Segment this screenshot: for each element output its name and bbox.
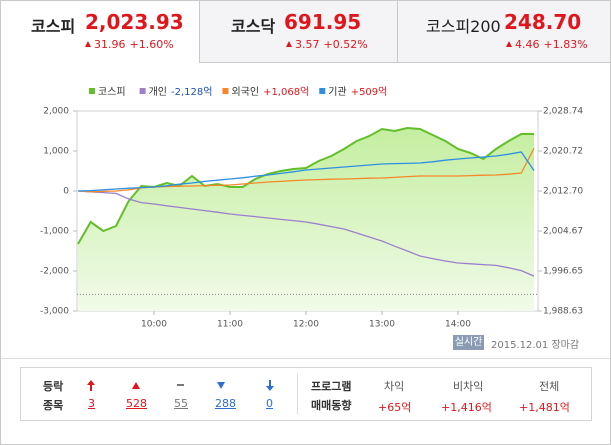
y-tick-label: 1,000 [43,147,69,157]
icon-upper [87,380,95,391]
legend-net: +1,068억 [263,86,309,98]
icon-flat [177,384,184,386]
y2-tick-label: 2,012.70 [543,186,583,196]
y-tick-label: -3,000 [40,307,69,317]
series-line [77,151,535,192]
y-tick-label: -2,000 [40,267,69,277]
updown-icons [87,380,274,391]
y-tick-label: 0 [63,187,69,197]
change: 4.46 [515,38,540,51]
y2-tick-label: 2,004.67 [543,227,583,237]
program-value: +65억 [378,401,412,414]
count-link[interactable]: 0 [266,397,273,410]
label: 매매동향 [311,399,352,412]
legend-swatch [319,88,326,94]
y2-tick-label: 1,988.63 [543,307,583,317]
summary-box: 등락 종목 3 528 55 288 0 프로그램 매매동향 차익 +65억 비… [20,367,592,421]
footer-date: 2015.12.01 장마감 [491,336,579,351]
legend-name: 코스피 [98,86,126,98]
tab-name: 코스피 [31,17,76,36]
date: 2015.12.01 [491,340,549,351]
program-value: +1,416억 [441,401,492,414]
program-name: 차익 [384,380,405,393]
area-fill [78,128,534,311]
chart: 2,000 1,000 0 -1,000 -2,000 -3,000 2,028.74 2,0… [40,86,583,330]
change: 31.96 [94,38,126,51]
divider [1,358,610,359]
program-name: 전체 [539,380,560,393]
tab[interactable]: 코스피200 248.70 4.46 +1.83% [398,1,610,63]
y2-tick-label: 1,996.65 [543,267,583,277]
rate: +1.83% [543,38,588,51]
tab-name: 코스닥 [231,17,276,36]
rate: +0.52% [323,38,368,51]
tab-price: 691.95 [284,10,362,34]
legend-swatch [139,88,146,94]
divider [297,374,298,414]
legend-name: 외국인 [231,86,259,98]
series-line [77,190,535,277]
program-value: +1,481억 [519,401,570,414]
legend-name: 기관 [328,86,346,98]
legend-name: 개인 [149,86,167,98]
program-name: 비차익 [453,380,484,393]
tab-price: 2,023.93 [85,10,184,34]
tab[interactable]: 코스닥 691.95 3.57 +0.52% [200,1,398,63]
x-tick-label: 13:00 [369,320,395,330]
tab-change: 31.96 +1.60% [85,38,178,51]
label: 프로그램 [311,380,352,393]
x-tick-label: 12:00 [293,320,319,330]
rate: +1.60% [129,38,174,51]
tab[interactable]: 코스피 2,023.93 31.96 +1.60% [1,1,200,63]
label: 등락 [43,380,64,393]
y-tick-label: 2,000 [43,107,69,117]
legend-net: +509억 [351,86,388,98]
label: 종목 [43,399,64,412]
tab-change: 4.46 +1.83% [506,38,592,51]
count-link[interactable]: 528 [126,397,147,410]
x-tick-label: 14:00 [445,320,471,330]
y2-tick-label: 2,020.72 [543,146,583,156]
tab-name: 코스피200 [426,17,501,36]
icon-down [217,382,225,389]
legend-net: -2,128억 [171,86,212,98]
change: 3.57 [295,38,320,51]
y-tick-label: -1,000 [40,227,69,237]
tab-change: 3.57 +0.52% [286,38,372,51]
count-link[interactable]: 3 [88,397,95,410]
x-tick-label: 11:00 [217,320,243,330]
status: 장마감 [551,340,580,351]
count-link[interactable]: 288 [215,397,236,410]
icon-lower [266,380,274,391]
tab-price: 248.70 [504,10,582,34]
x-tick-label: 10:00 [141,320,167,330]
y2-tick-label: 2,028.74 [543,107,583,117]
live-badge: 실시간 [453,335,484,350]
count-link[interactable]: 55 [174,397,188,410]
legend-swatch [89,88,95,94]
legend-swatch [222,88,229,94]
icon-up [132,382,140,389]
